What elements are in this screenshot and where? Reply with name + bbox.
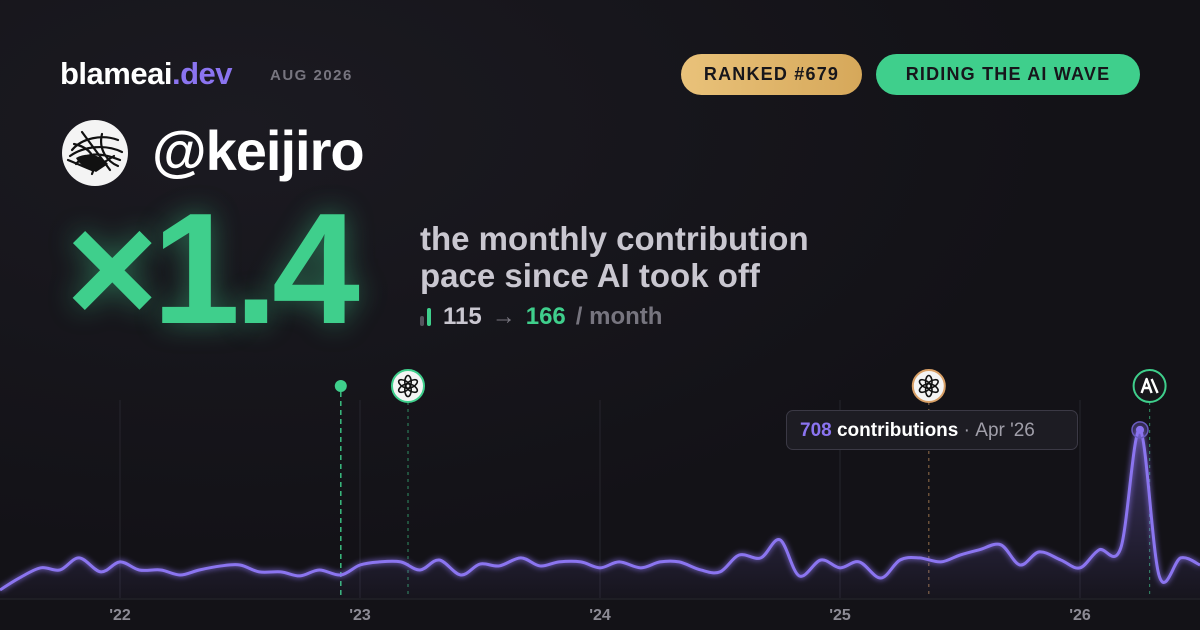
pace-before: 115 <box>443 303 482 330</box>
pace-arrow: → <box>491 303 516 330</box>
brand: blameai.dev <box>60 56 232 92</box>
avatar <box>62 120 128 186</box>
tooltip-unit: contributions <box>836 420 959 441</box>
event-dot <box>334 380 347 392</box>
x-tick-label: '26 <box>1069 607 1091 624</box>
line <box>0 428 1200 592</box>
icon-petal <box>397 378 412 390</box>
wave-badge: RIDING THE AI WAVE <box>876 54 1140 95</box>
description-line: the monthly contribution <box>420 220 809 257</box>
pace-unit: / month <box>575 303 663 330</box>
pace-icon <box>420 308 431 326</box>
area <box>0 429 1200 598</box>
event <box>334 380 347 598</box>
brand-name: blameai <box>60 56 172 91</box>
date: AUG 2026 <box>270 67 353 84</box>
handle: @keijiro <box>152 119 365 182</box>
tooltip-sep: · <box>963 420 970 441</box>
tooltip-value: 708 <box>800 420 832 441</box>
x-tick-label: '22 <box>109 607 131 624</box>
event-icon-glyph <box>1140 377 1159 394</box>
event <box>391 369 425 598</box>
tooltip: 708 contributions · Apr '26 <box>786 410 1078 450</box>
pace-after: 166 <box>525 303 566 330</box>
event-icon-ring <box>391 369 425 403</box>
x-tick-label: '25 <box>829 607 851 624</box>
description-line: pace since AI took off <box>420 257 760 294</box>
multiplier: ×1.4 <box>66 181 360 357</box>
point <box>1136 425 1144 434</box>
pace: 115 → 166 / month <box>420 303 662 331</box>
x-tick-label: '23 <box>349 607 371 624</box>
description: the monthly contribution pace since AI t… <box>420 220 809 294</box>
x-tick-label: '24 <box>589 607 611 624</box>
brand-tld: .dev <box>171 56 233 91</box>
tooltip-date: Apr '26 <box>975 420 1035 441</box>
icon-petal <box>918 378 932 390</box>
rank-badge: RANKED #679 <box>681 54 862 95</box>
event-icon-ring <box>911 369 946 403</box>
